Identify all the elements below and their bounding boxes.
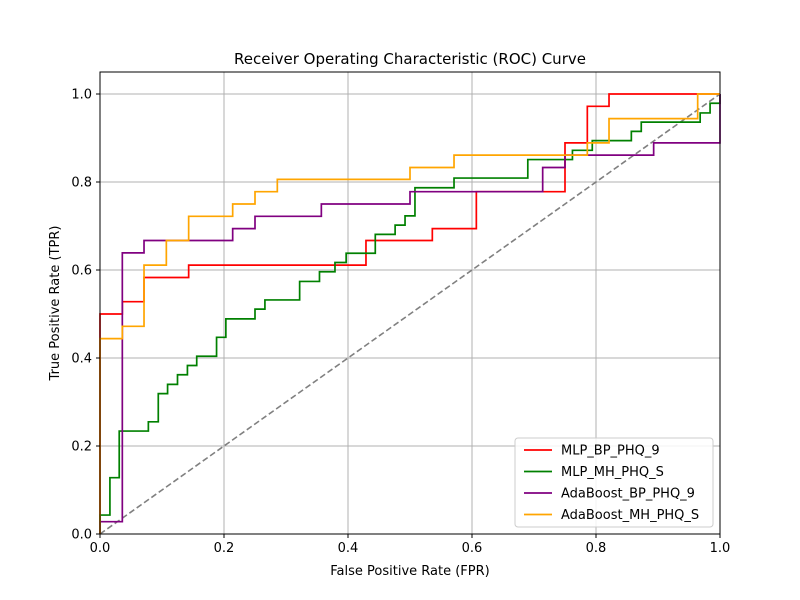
y-tick-label: 0.8 (71, 176, 92, 191)
roc-line-adaboost-bp-phq-9 (99, 94, 721, 534)
legend-label: AdaBoost_BP_PHQ_9 (561, 487, 695, 502)
chart-title: Receiver Operating Characteristic (ROC) … (234, 50, 586, 68)
y-tick-label: 0.0 (71, 528, 92, 543)
roc-line-mlp-mh-phq-s (99, 94, 721, 534)
x-tick-label: 0.2 (214, 541, 235, 556)
x-axis-ticks: 0.0 0.2 0.4 0.6 0.8 1.0 (90, 534, 731, 556)
plot-frame (99, 71, 721, 535)
y-axis-label: True Positive Rate (TPR) (48, 226, 63, 382)
chance-diagonal-line (99, 93, 721, 535)
legend-label: MLP_MH_PHQ_S (561, 465, 664, 480)
roc-line-adaboost-mh-phq-s (99, 93, 720, 534)
y-tick-label: 0.6 (71, 264, 92, 279)
legend-label: AdaBoost_MH_PHQ_S (561, 508, 699, 523)
y-axis-ticks: 0.0 0.2 0.4 0.6 0.8 1.0 (71, 88, 100, 543)
x-tick-label: 1.0 (710, 541, 731, 556)
roc-line-mlp-bp-phq-9 (99, 93, 720, 534)
diagonal-layer (99, 93, 721, 535)
series-layer (99, 93, 721, 534)
x-tick-label: 0.8 (586, 541, 607, 556)
y-tick-label: 1.0 (71, 88, 92, 103)
legend-label: MLP_BP_PHQ_9 (561, 444, 660, 459)
x-tick-label: 0.6 (462, 541, 483, 556)
x-tick-label: 0.0 (90, 541, 111, 556)
y-tick-label: 0.2 (71, 440, 92, 455)
legend: MLP_BP_PHQ_9 MLP_MH_PHQ_S AdaBoost_BP_PHQ_… (514, 437, 714, 528)
legend-box (514, 437, 714, 528)
y-tick-label: 0.4 (71, 352, 92, 367)
x-tick-label: 0.4 (338, 541, 359, 556)
x-axis-label: False Positive Rate (FPR) (330, 564, 489, 579)
